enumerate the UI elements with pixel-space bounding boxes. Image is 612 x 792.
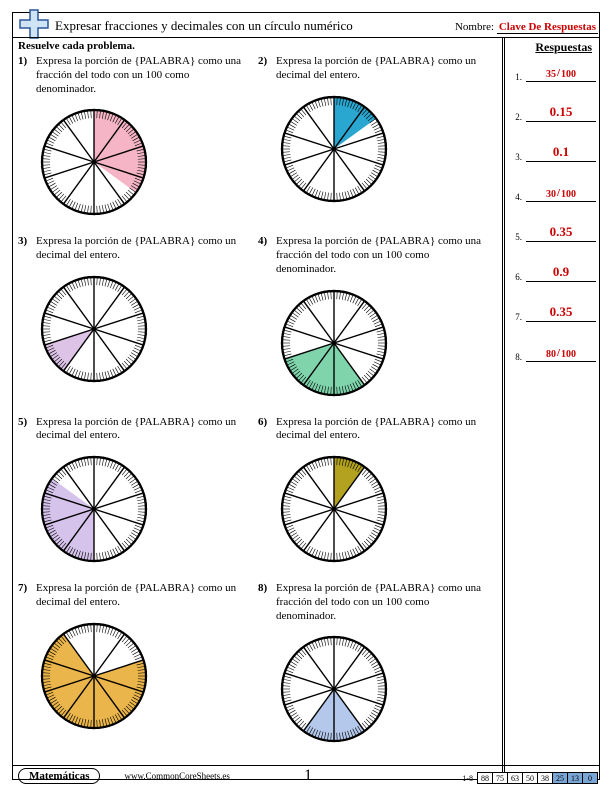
number-circle [36,451,152,567]
answer-row: 3. 0.1 [510,140,596,162]
circle-container [276,91,488,210]
circle-container [276,631,488,750]
answer-index: 8. [510,352,522,362]
problem: 2)Expresa la porción de {PALABRA} como u… [258,55,488,223]
problem-number: 1) [18,55,36,96]
problem-text: Expresa la porción de {PALABRA} como un … [36,416,248,444]
answer-index: 7. [510,312,522,322]
problem-number: 2) [258,55,276,83]
score-cell: 50 [523,773,538,784]
answer-index: 5. [510,232,522,242]
header: Expresar fracciones y decimales con un c… [55,18,598,34]
score-range: 1-8 [462,774,473,783]
answer-value: 0.1 [526,142,596,162]
answer-row: 2. 0.15 [510,100,596,122]
number-circle [36,104,152,220]
problem: 3)Expresa la porción de {PALABRA} como u… [18,235,248,403]
footer-divider [13,765,599,766]
instruction-text: Resuelve cada problema. [18,40,135,52]
answer-key-label: Clave De Respuestas [497,21,598,34]
score-cell: 0 [583,773,598,784]
problem-text: Expresa la porción de {PALABRA} como una… [36,55,248,96]
answer-index: 4. [510,192,522,202]
answer-row: 1. 35/100 [510,60,596,82]
problem: 6)Expresa la porción de {PALABRA} como u… [258,416,488,571]
number-circle [36,618,152,734]
score-cell: 75 [493,773,508,784]
number-circle [36,271,152,387]
worksheet-title: Expresar fracciones y decimales con un c… [55,18,353,34]
problem: 8)Expresa la porción de {PALABRA} como u… [258,582,488,750]
number-circle [276,91,392,207]
answers-column: 1. 35/100 2. 0.15 3. 0.1 4. 30/100 5. 0.35 6. 0.9 7.… [510,60,596,380]
score-cell: 13 [568,773,583,784]
answer-value: 0.9 [526,262,596,282]
problem: 7)Expresa la porción de {PALABRA} como u… [18,582,248,750]
problem-number: 3) [18,235,36,263]
answer-value: 0.35 [526,302,596,322]
problem-text: Expresa la porción de {PALABRA} como una… [276,235,488,276]
answer-column-border [502,37,503,780]
problem-number: 8) [258,582,276,623]
problem-number: 4) [258,235,276,276]
logo-plus-icon [18,8,50,40]
score-cell: 63 [508,773,523,784]
problem-number: 7) [18,582,36,610]
number-circle [276,285,392,401]
score-cell: 25 [553,773,568,784]
answer-row: 5. 0.35 [510,220,596,242]
name-line: Nombre: Clave De Respuestas [455,21,598,33]
answer-index: 1. [510,72,522,82]
problem: 1)Expresa la porción de {PALABRA} como u… [18,55,248,223]
circle-container [276,285,488,404]
answer-index: 3. [510,152,522,162]
problem-text: Expresa la porción de {PALABRA} como un … [36,235,248,263]
answer-row: 7. 0.35 [510,300,596,322]
score-cell: 88 [478,773,493,784]
circle-container [36,451,248,570]
answer-column-border-inner [504,37,505,780]
answer-row: 4. 30/100 [510,180,596,202]
circle-container [36,104,248,223]
problem-text: Expresa la porción de {PALABRA} como un … [36,582,248,610]
answer-row: 8. 80/100 [510,340,596,362]
answer-value: 35/100 [526,62,596,82]
problem-text: Expresa la porción de {PALABRA} como un … [276,416,488,444]
answer-index: 6. [510,272,522,282]
number-circle [276,631,392,747]
answers-header: Respuestas [535,40,592,55]
circle-container [36,271,248,390]
score-scale-table: 887563503825130 [477,772,598,784]
problem: 4)Expresa la porción de {PALABRA} como u… [258,235,488,403]
score-cell: 38 [538,773,553,784]
score-scale: 1-8 887563503825130 [462,772,598,784]
answer-value: 80/100 [526,342,596,362]
circle-container [276,451,488,570]
problem-text: Expresa la porción de {PALABRA} como una… [276,582,488,623]
answer-value: 30/100 [526,182,596,202]
answer-index: 2. [510,112,522,122]
footer-url: www.CommonCoreSheets.es [124,771,229,781]
header-divider [13,37,599,38]
answer-row: 6. 0.9 [510,260,596,282]
subject-badge: Matemáticas [18,768,100,784]
number-circle [276,451,392,567]
page-number: 1 [304,767,312,785]
problems-grid: 1)Expresa la porción de {PALABRA} como u… [18,55,488,750]
problem-number: 6) [258,416,276,444]
circle-container [36,618,248,737]
problem: 5)Expresa la porción de {PALABRA} como u… [18,416,248,571]
answer-value: 0.15 [526,102,596,122]
problem-text: Expresa la porción de {PALABRA} como un … [276,55,488,83]
problem-number: 5) [18,416,36,444]
answer-value: 0.35 [526,222,596,242]
